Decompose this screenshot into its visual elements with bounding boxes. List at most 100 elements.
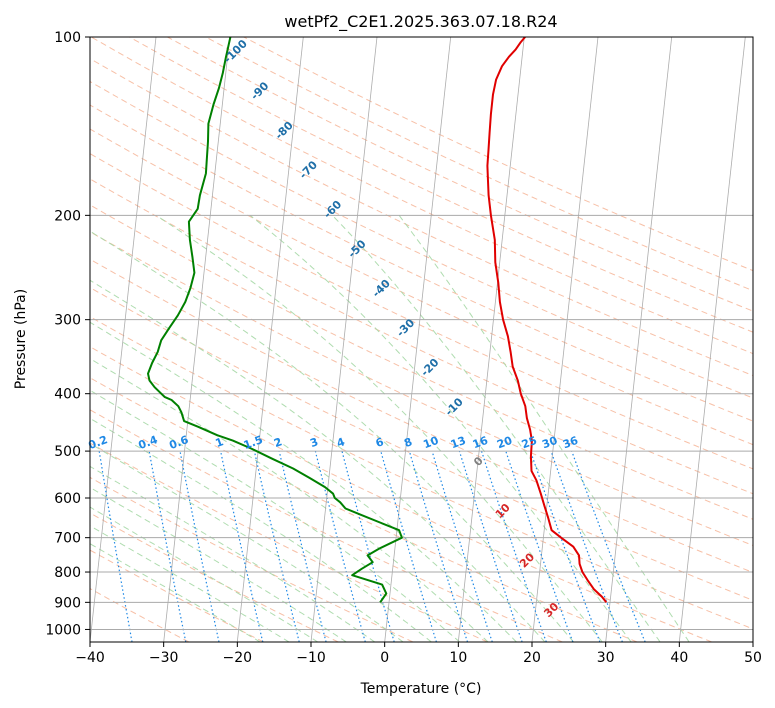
mixing-ratio-label: 2 (272, 435, 284, 450)
mixing-ratio-label: 10 (421, 434, 440, 452)
mixing-ratio-label: 6 (374, 435, 386, 450)
moist-adiabat (90, 525, 290, 642)
mixing-ratio-label: 0.6 (167, 433, 190, 452)
mixing-ratio-line (380, 450, 437, 642)
mixing-ratio-label: 0.4 (137, 433, 160, 452)
isotherm (457, 37, 525, 642)
mixing-ratio-line (458, 450, 523, 642)
isotherm (0, 37, 9, 642)
x-tick-label: −10 (296, 650, 326, 666)
y-tick-label: 100 (54, 30, 81, 46)
dry-adiabat (90, 80, 753, 399)
dry-adiabat (90, 409, 563, 642)
moist-adiabat (90, 389, 461, 642)
y-tick-label: 900 (54, 595, 81, 611)
dry-adiabat (90, 377, 638, 642)
y-tick-label: 1000 (45, 622, 81, 638)
moist-adiabat (249, 214, 632, 642)
axes: −40 −30 −20 −10 0 10 20 30 40 5010020030040050060… (45, 30, 762, 666)
mixing-ratio-label: 36 (561, 434, 580, 452)
x-tick-label: 10 (449, 650, 467, 666)
dry-adiabat (90, 316, 753, 630)
dry-adiabat (90, 512, 339, 642)
plot-background (90, 37, 753, 642)
dry-adiabat (90, 346, 712, 642)
y-tick-label: 700 (54, 531, 81, 547)
mixing-ratio-label: 16 (471, 434, 490, 452)
x-tick-label: 30 (597, 650, 615, 666)
dry-adiabat (90, 442, 488, 642)
moist-adiabat (398, 215, 690, 642)
plot-frame (89, 36, 754, 643)
x-tick-label: −20 (223, 650, 253, 666)
dry-adiabat (90, 178, 753, 495)
dry-adiabat (90, 204, 753, 520)
y-axis-title: Pressure (hPa) (13, 289, 29, 389)
mixing-ratio-line (278, 450, 327, 642)
profile-series (147, 37, 608, 603)
background-lines (0, 37, 753, 642)
moist-adiabat (90, 543, 261, 642)
mixing-ratio-line (480, 450, 547, 642)
mixing-ratio-line (550, 450, 623, 642)
mixing-ratio-line (148, 450, 187, 642)
dewpoint-profile (147, 37, 403, 603)
dry-adiabat (90, 104, 753, 422)
isotherm (90, 37, 157, 642)
y-tick-label: 300 (54, 313, 81, 329)
isotherm (605, 37, 673, 642)
y-tick-label: 600 (54, 491, 81, 507)
y-tick-label: 500 (54, 444, 81, 460)
mixing-ratio-label: 1.5 (242, 433, 265, 452)
moist-adiabat (90, 506, 319, 642)
moist-adiabat (90, 279, 546, 642)
moist-adiabat (155, 214, 603, 642)
x-tick-label: 20 (523, 650, 541, 666)
y-tick-label: 200 (54, 208, 81, 224)
mixing-ratio-line (408, 450, 469, 642)
isotherm (310, 37, 378, 642)
moist-adiabat (90, 321, 517, 642)
mixing-ratio-line (253, 450, 300, 642)
isotherm (236, 37, 304, 642)
moist-adiabat (90, 442, 404, 642)
mixing-ratio-label: 8 (402, 435, 414, 450)
chart-title: wetPf2_C2E1.2025.363.07.18.R24 (284, 12, 557, 32)
temperature-profile (486, 37, 608, 603)
mixing-ratio-label: 25 (520, 434, 539, 451)
mixing-ratio-line (431, 450, 493, 642)
moist-adiabat (90, 417, 432, 642)
dry-adiabat (205, 37, 753, 292)
dry-adiabat (90, 549, 264, 642)
x-tick-label: −40 (75, 650, 105, 666)
x-tick-label: 0 (380, 650, 389, 666)
mixing-ratio-line (179, 450, 220, 642)
x-axis-title: Temperature (°C) (360, 681, 482, 697)
isotherm (678, 37, 746, 642)
isotherm (752, 638, 753, 642)
mixing-ratio-label: 1 (214, 435, 226, 450)
dry-adiabat (90, 153, 753, 470)
x-tick-label: 50 (744, 650, 762, 666)
x-tick-label: −30 (149, 650, 179, 666)
isotherm (163, 37, 231, 642)
mixing-ratio-label: 30 (540, 434, 559, 452)
x-tick-label: 40 (670, 650, 688, 666)
dry-adiabat (90, 37, 753, 355)
moist-adiabat (90, 357, 489, 642)
mixing-ratio-label: 3 (308, 435, 320, 450)
isotherm (531, 37, 599, 642)
mixing-ratio-line (529, 450, 601, 642)
mixing-ratio-line (505, 450, 574, 642)
mixing-ratio-label: 13 (449, 434, 468, 451)
mixing-ratio-line (314, 450, 366, 642)
y-tick-label: 400 (54, 387, 81, 403)
dry-adiabat (129, 37, 753, 333)
mixing-ratio-line (341, 450, 395, 642)
mixing-ratio-label: 0.2 (87, 433, 110, 452)
y-tick-label: 800 (54, 565, 81, 581)
mixing-ratio-label: 4 (335, 435, 347, 450)
moist-adiabat (331, 214, 661, 642)
mixing-ratio-line (220, 450, 264, 642)
